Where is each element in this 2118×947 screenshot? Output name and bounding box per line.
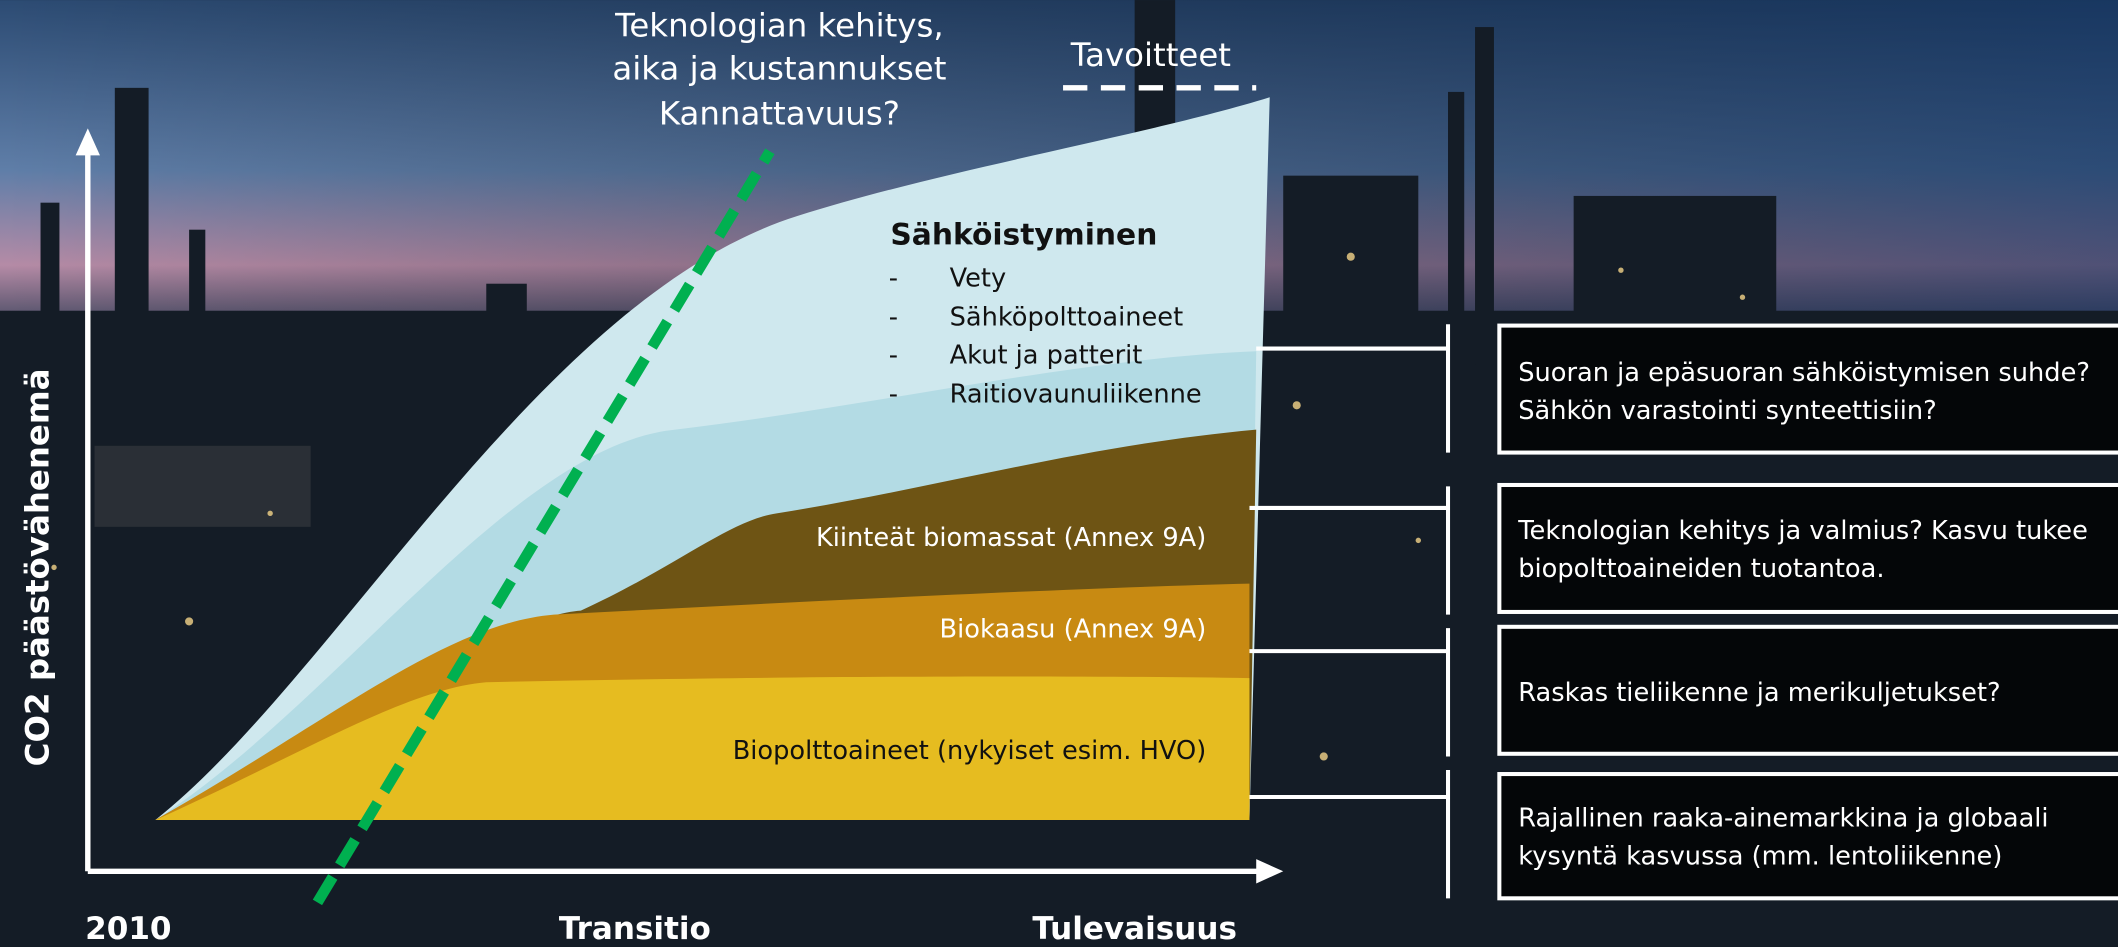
bullet: - (889, 340, 898, 370)
layer-label: Biokaasu (Annex 9A) (940, 615, 1207, 645)
page-body: Teknologian kehitys, aika ja kustannukse… (0, 0, 2118, 947)
box-text: Suoran ja epäsuoran sähköistymisen suhde… (1518, 358, 2090, 388)
layer-item: Akut ja patterit (950, 340, 1143, 370)
box-text: Rajallinen raaka-ainemarkkina ja globaal… (1518, 804, 2048, 834)
layer-item: Vety (950, 263, 1007, 293)
page: CO2 päästövähenemä { "top_note": {"lines… (0, 0, 2118, 947)
box-text: kysyntä kasvussa (mm. lentoliikenne) (1518, 842, 2002, 872)
y-axis-label: CO2 päästövähenemä (19, 368, 57, 766)
bullet: - (889, 263, 898, 293)
target-label: Tavoitteet (1070, 36, 1231, 74)
layer-label: Biopolttoaineet (nykyiset esim. HVO) (733, 736, 1207, 766)
box-text: Raskas tieliikenne ja merikuljetukset? (1518, 678, 2000, 708)
layer-label: Kiinteät biomassat (Annex 9A) (816, 523, 1206, 553)
x-label: 2010 (85, 911, 171, 947)
top-note: Teknologian kehitys, (614, 7, 944, 45)
x-label: Transitio (559, 911, 711, 947)
x-label: Tulevaisuus (1032, 911, 1237, 947)
box-text: Sähkön varastointi synteettisiin? (1518, 396, 1937, 426)
layer-item: Sähköpolttoaineet (950, 303, 1184, 333)
layer-item: Raitiovaunuliikenne (950, 380, 1202, 410)
bullet: - (889, 380, 898, 410)
bullet: - (889, 303, 898, 333)
box-text: biopolttoaineiden tuotantoa. (1518, 554, 1884, 584)
top-note: aika ja kustannukset (612, 50, 946, 88)
diagram: Teknologian kehitys, aika ja kustannukse… (0, 0, 2118, 947)
top-note: Kannattavuus? (659, 94, 900, 132)
box-text: Teknologian kehitys ja valmius? Kasvu tu… (1517, 516, 2088, 546)
layer-title: Sähköistyminen (890, 218, 1157, 253)
